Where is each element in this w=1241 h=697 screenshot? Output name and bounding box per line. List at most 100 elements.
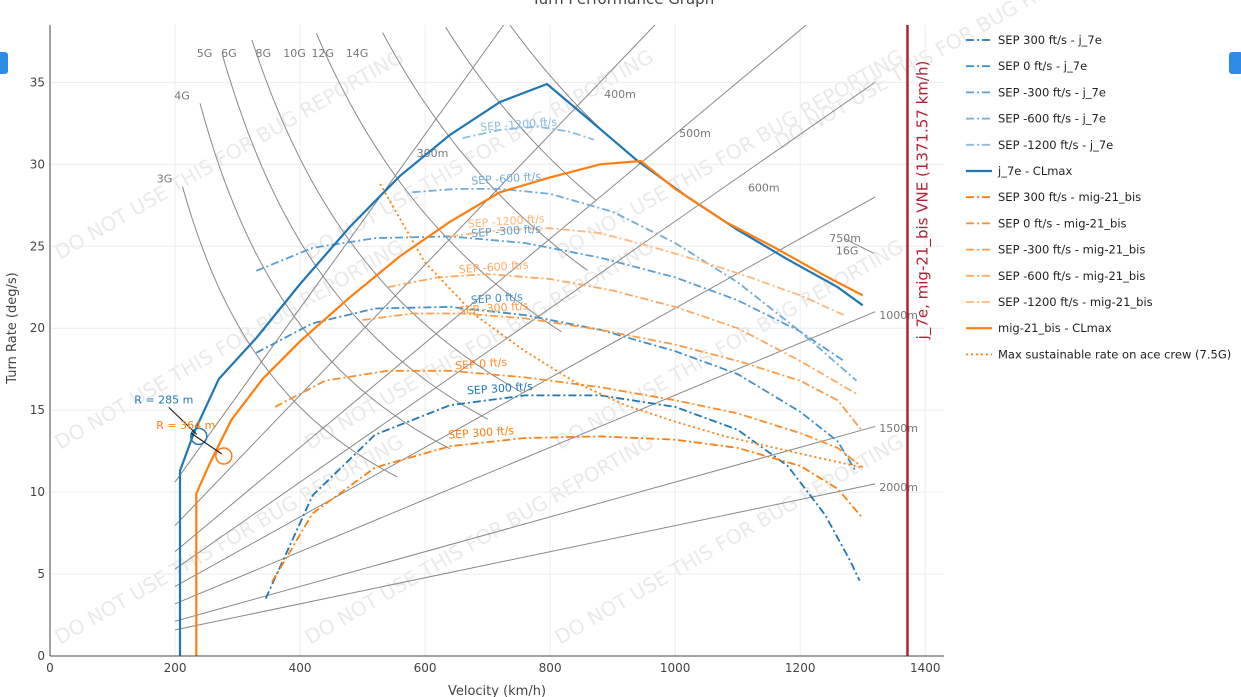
radius-line-label: 600m bbox=[748, 181, 780, 194]
vne-label: j_7e, mig-21_bis VNE (1371.57 km/h) bbox=[913, 61, 932, 341]
series-line bbox=[362, 312, 864, 433]
g-line-label: 16G bbox=[836, 244, 859, 257]
x-tick-label: 600 bbox=[414, 661, 437, 675]
y-tick-label: 25 bbox=[30, 239, 45, 253]
g-line bbox=[382, 32, 588, 271]
x-tick-label: 0 bbox=[46, 661, 54, 675]
radius-line bbox=[174, 81, 876, 570]
x-tick-label: 1000 bbox=[660, 661, 691, 675]
corner-label: R = 285 m bbox=[134, 393, 193, 406]
series-inline-label: SEP 0 ft/s bbox=[455, 356, 508, 373]
right-panel-toggle[interactable] bbox=[1229, 52, 1241, 74]
corner-label: R = 364 m bbox=[156, 419, 215, 432]
legend-item: j_7e - CLmax bbox=[997, 164, 1072, 178]
g-line-label: 4G bbox=[174, 89, 190, 102]
radius-line-label: 400m bbox=[604, 88, 636, 101]
series-inline-label: SEP 300 ft/s bbox=[448, 424, 515, 442]
legend-item: SEP -600 ft/s - j_7e bbox=[998, 112, 1106, 126]
series-line bbox=[462, 125, 595, 141]
g-line bbox=[199, 103, 451, 450]
g-line bbox=[182, 186, 398, 478]
y-tick-label: 5 bbox=[37, 567, 45, 581]
radius-line-label: 750m bbox=[829, 232, 861, 245]
radius-line-label: 1000m bbox=[879, 309, 918, 322]
g-line-label: 8G bbox=[256, 47, 272, 60]
legend-item: SEP -1200 ft/s - mig-21_bis bbox=[998, 295, 1153, 309]
x-tick-label: 400 bbox=[289, 661, 312, 675]
y-tick-label: 10 bbox=[30, 485, 45, 499]
annotations: R = 285 m R = 364 m bbox=[134, 393, 233, 465]
legend[interactable]: SEP 300 ft/s - j_7e SEP 0 ft/s - j_7e SEP … bbox=[966, 33, 1231, 361]
g-line bbox=[843, 237, 875, 254]
y-axis-title: Turn Rate (deg/s) bbox=[5, 272, 20, 384]
x-axis-title: Velocity (km/h) bbox=[448, 684, 546, 697]
legend-item: SEP -1200 ft/s - j_7e bbox=[998, 138, 1113, 152]
series-inline-label: SEP 0 ft/s bbox=[470, 290, 523, 307]
series-line bbox=[412, 187, 858, 382]
series-inline-label: SEP -1200 ft/s bbox=[480, 116, 558, 134]
radius-line-label: 2000m bbox=[879, 481, 918, 494]
g-line-label: 3G bbox=[157, 173, 173, 186]
y-tick-label: 15 bbox=[30, 403, 45, 417]
radius-line-label: 500m bbox=[679, 127, 711, 140]
g-line-label: 6G bbox=[221, 47, 237, 60]
series-line bbox=[274, 369, 864, 469]
g-line-label: 5G bbox=[197, 47, 213, 60]
axes: 0 200 400 600 800 1000 1200 1400 0 5 10 15 20 25 30 35 bbox=[30, 25, 944, 675]
legend-item: SEP 300 ft/s - j_7e bbox=[998, 33, 1102, 47]
legend-item: mig-21_bis - CLmax bbox=[998, 321, 1112, 335]
series-line bbox=[387, 273, 857, 395]
legend-item: SEP -300 ft/s - mig-21_bis bbox=[998, 243, 1145, 257]
radius-line bbox=[174, 196, 876, 587]
radius-line bbox=[174, 311, 876, 605]
x-tick-label: 1400 bbox=[910, 661, 941, 675]
grid bbox=[49, 25, 944, 657]
radius-line bbox=[174, 24, 505, 483]
g-line-label: 14G bbox=[346, 47, 369, 60]
corner-arrow bbox=[168, 406, 198, 435]
series-layer: j_7e, mig-21_bis VNE (1371.57 km/h) bbox=[178, 25, 932, 656]
x-tick-label: 1200 bbox=[785, 661, 816, 675]
series-line bbox=[379, 183, 863, 469]
series-inline-label: SEP -300 ft/s bbox=[458, 299, 529, 317]
series-line bbox=[271, 435, 864, 583]
g-line bbox=[509, 24, 606, 134]
legend-item: SEP 0 ft/s - mig-21_bis bbox=[998, 216, 1127, 230]
watermark-text: DO NOT USE THIS FOR BUG REPORTING bbox=[771, 0, 1128, 154]
x-tick-label: 200 bbox=[164, 661, 187, 675]
legend-item: SEP 300 ft/s - mig-21_bis bbox=[998, 190, 1141, 204]
legend-item: Max sustainable rate on ace crew (7.5G) bbox=[998, 347, 1231, 361]
radius-line bbox=[174, 483, 876, 631]
chart-title: Turn Performance Graph bbox=[531, 0, 714, 8]
g-line bbox=[251, 39, 523, 393]
y-tick-label: 35 bbox=[30, 75, 45, 89]
series-inline-label: SEP -600 ft/s bbox=[471, 170, 542, 188]
series-labels: SEP -1200 ft/s SEP -600 ft/s SEP -300 ft/s… bbox=[448, 116, 558, 442]
y-tick-label: 0 bbox=[37, 649, 45, 663]
corner-marker bbox=[215, 447, 233, 465]
series-inline-label: SEP -1200 ft/s bbox=[467, 212, 545, 230]
y-tick-label: 20 bbox=[30, 321, 45, 335]
g-line-label: 10G bbox=[283, 47, 306, 60]
radius-line-label: 1500m bbox=[879, 422, 918, 435]
series-inline-label: SEP -300 ft/s bbox=[471, 222, 542, 240]
radius-line bbox=[174, 425, 876, 622]
g-line bbox=[222, 55, 488, 420]
series-line bbox=[264, 394, 861, 599]
x-tick-label: 800 bbox=[539, 661, 562, 675]
series-line bbox=[449, 227, 845, 316]
series-inline-label: SEP 300 ft/s bbox=[467, 380, 534, 398]
left-panel-toggle[interactable] bbox=[0, 52, 8, 74]
series-line bbox=[255, 305, 858, 473]
y-tick-label: 30 bbox=[30, 157, 45, 171]
radius-line bbox=[174, 24, 807, 553]
series-inline-label: SEP -600 ft/s bbox=[458, 258, 529, 276]
legend-item: SEP 0 ft/s - j_7e bbox=[998, 59, 1087, 73]
corner-arrow bbox=[190, 432, 223, 455]
g-line-label: 12G bbox=[311, 47, 334, 60]
series-line bbox=[195, 159, 864, 656]
series-line bbox=[255, 235, 845, 362]
legend-item: SEP -600 ft/s - mig-21_bis bbox=[998, 269, 1145, 283]
